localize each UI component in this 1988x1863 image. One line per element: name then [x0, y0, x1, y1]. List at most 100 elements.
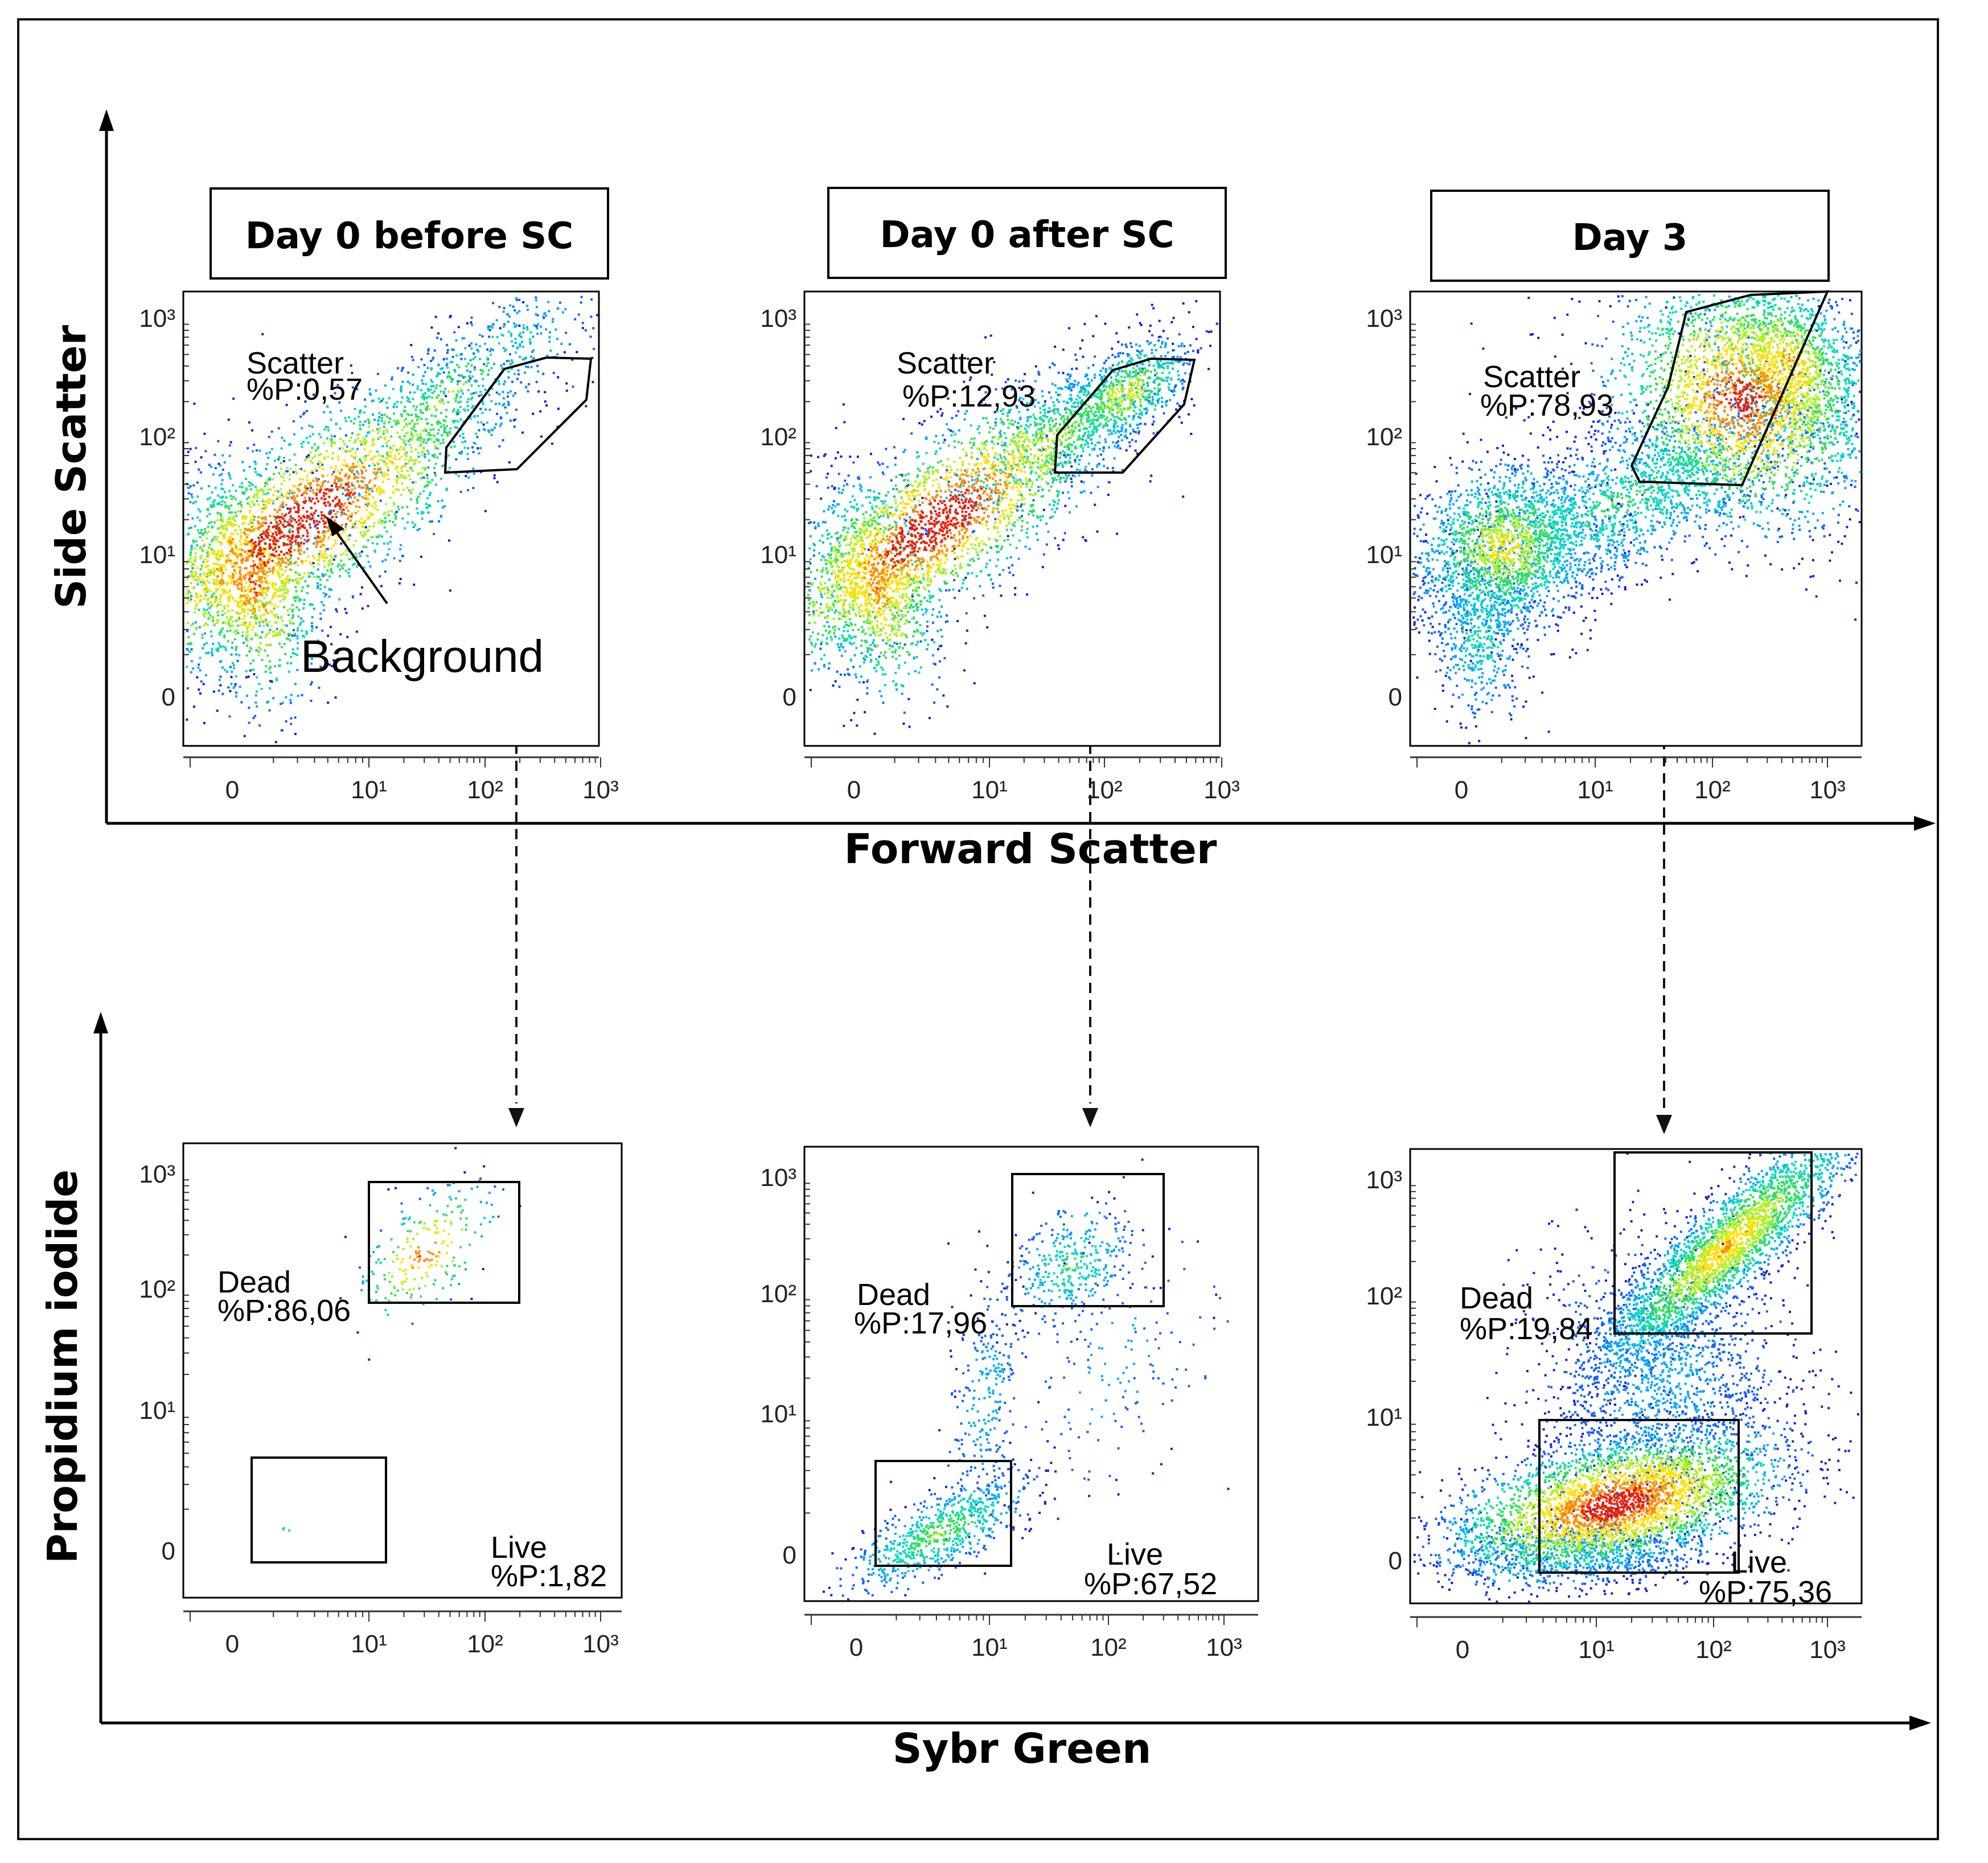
- event-dot: [240, 529, 242, 531]
- event-dot: [330, 626, 332, 628]
- event-dot: [253, 496, 256, 498]
- event-dot: [307, 585, 310, 588]
- event-dot: [186, 666, 188, 668]
- event-dot: [401, 518, 404, 520]
- event-dot: [224, 621, 227, 623]
- event-dot: [345, 434, 347, 437]
- event-dot: [288, 444, 290, 446]
- event-dot: [308, 573, 310, 575]
- event-dot: [312, 457, 314, 459]
- event-dot: [331, 457, 334, 459]
- event-dot: [428, 453, 430, 455]
- event-dot: [512, 345, 514, 347]
- event-dot: [457, 383, 459, 385]
- event-dot: [276, 634, 278, 637]
- event-dot: [471, 384, 473, 387]
- event-dot: [340, 543, 342, 545]
- event-dot: [500, 422, 503, 425]
- event-dot: [422, 477, 425, 479]
- event-dot: [218, 541, 220, 543]
- event-dot: [272, 502, 274, 504]
- event-dot: [389, 447, 392, 449]
- event-dot: [489, 350, 491, 352]
- event-dot: [510, 363, 512, 365]
- event-dot: [400, 476, 402, 478]
- event-dot: [525, 366, 527, 368]
- event-dot: [212, 618, 214, 620]
- event-dot: [361, 586, 363, 589]
- event-dot: [419, 493, 421, 495]
- event-dot: [437, 432, 439, 434]
- event-dot: [269, 629, 272, 631]
- event-dot: [478, 452, 480, 454]
- event-dot: [286, 662, 289, 664]
- event-dot: [564, 351, 566, 354]
- event-dot: [271, 448, 273, 450]
- event-dot: [301, 694, 303, 696]
- event-dot: [195, 447, 197, 449]
- event-dot: [487, 374, 490, 376]
- event-dot: [219, 496, 221, 499]
- event-dot: [246, 695, 248, 697]
- event-dot: [478, 351, 480, 353]
- event-dot: [217, 620, 219, 622]
- event-dot: [449, 316, 451, 318]
- event-dot: [459, 388, 462, 391]
- event-dot: [187, 514, 190, 516]
- event-dot: [347, 572, 350, 574]
- event-dot: [475, 380, 477, 383]
- event-dot: [235, 511, 237, 514]
- event-dot: [190, 592, 192, 594]
- event-dot: [268, 477, 270, 479]
- event-dot: [467, 447, 469, 449]
- event-dot: [523, 327, 525, 330]
- event-dot: [406, 487, 409, 489]
- event-dot: [433, 454, 436, 457]
- event-dot: [367, 539, 369, 541]
- event-dot: [332, 471, 335, 473]
- event-dot: [187, 649, 189, 651]
- event-dot: [235, 695, 237, 697]
- event-dot: [211, 526, 213, 528]
- event-dot: [190, 671, 192, 674]
- event-dot: [422, 441, 425, 444]
- event-dot: [503, 326, 505, 328]
- event-dot: [330, 555, 332, 557]
- event-dot: [211, 652, 213, 654]
- event-dot: [255, 649, 257, 651]
- event-dot: [335, 466, 337, 468]
- event-dot: [306, 437, 308, 439]
- event-dot: [487, 362, 489, 364]
- event-dot: [301, 427, 303, 429]
- event-dot: [399, 458, 401, 460]
- event-dot: [401, 415, 403, 417]
- event-dot: [359, 555, 362, 557]
- event-dot: [308, 456, 310, 458]
- event-dot: [317, 515, 319, 517]
- flow-cytometry-figure: Side Scatter Forward Scatter Propidium i…: [0, 0, 1988, 1863]
- event-dot: [220, 483, 223, 485]
- event-dot: [428, 459, 430, 462]
- event-dot: [406, 462, 409, 465]
- event-dot: [422, 446, 425, 449]
- event-dot: [294, 716, 297, 719]
- event-dot: [399, 582, 401, 585]
- event-dot: [381, 456, 384, 458]
- event-dot: [385, 401, 388, 404]
- event-dot: [467, 489, 469, 491]
- event-dot: [232, 625, 234, 627]
- event-dot: [257, 654, 260, 656]
- event-dot: [253, 673, 255, 675]
- event-dot: [287, 507, 289, 510]
- event-dot: [268, 436, 270, 438]
- event-dot: [596, 314, 598, 317]
- event-dot: [514, 418, 516, 421]
- event-dot: [199, 626, 201, 629]
- event-dot: [295, 590, 298, 592]
- event-dot: [293, 629, 295, 631]
- sybr-green-title: Sybr Green: [893, 1725, 1151, 1772]
- event-dot: [238, 525, 240, 527]
- event-dot: [415, 430, 417, 433]
- event-dot: [464, 376, 466, 378]
- event-dot: [492, 323, 494, 325]
